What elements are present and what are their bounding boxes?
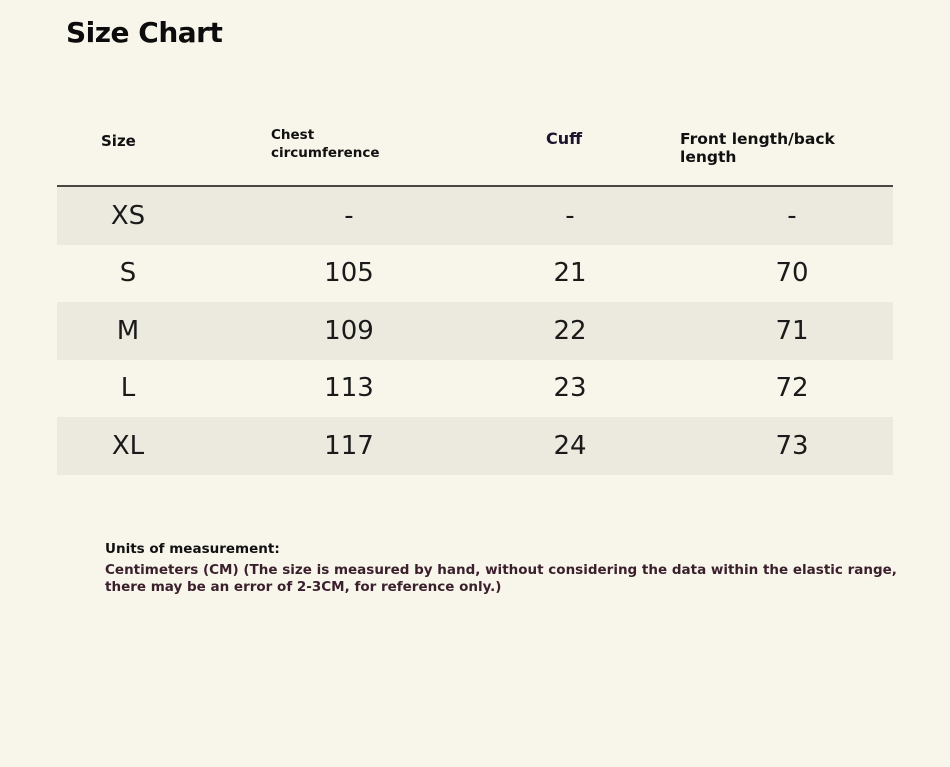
cell-chest: 109 <box>324 315 374 346</box>
cell-front-back-length: 71 <box>775 315 809 346</box>
table-row: XS - - - <box>57 187 893 245</box>
cell-cuff: - <box>565 200 575 231</box>
size-table: Size Chest circumference Cuff Front leng… <box>57 112 893 475</box>
cell-chest: 113 <box>324 373 374 404</box>
cell-size: S <box>119 258 137 289</box>
page-title: Size Chart <box>66 16 223 49</box>
cell-front-back-length: 73 <box>775 430 809 461</box>
cell-size: XS <box>110 200 146 231</box>
notes-text: Centimeters (CM) (The size is measured b… <box>105 562 897 595</box>
header-size: Size <box>101 132 136 150</box>
notes-label: Units of measurement: <box>105 541 280 557</box>
cell-cuff: 21 <box>553 258 587 289</box>
cell-chest: 117 <box>324 430 374 461</box>
cell-chest: 105 <box>324 258 374 289</box>
cell-size: M <box>116 315 140 346</box>
cell-front-back-length: 72 <box>775 373 809 404</box>
measurement-notes: Units of measurement: Centimeters (CM) (… <box>105 541 905 596</box>
table-row: M 109 22 71 <box>57 302 893 360</box>
cell-cuff: 24 <box>553 430 587 461</box>
cell-chest: - <box>344 200 354 231</box>
table-row: S 105 21 70 <box>57 245 893 303</box>
cell-size: XL <box>111 430 145 461</box>
table-header: Size Chest circumference Cuff Front leng… <box>57 112 893 187</box>
cell-cuff: 22 <box>553 315 587 346</box>
header-chest: Chest circumference <box>271 127 380 161</box>
cell-front-back-length: 70 <box>775 258 809 289</box>
cell-front-back-length: - <box>787 200 797 231</box>
header-front-back-length: Front length/back length <box>680 130 835 166</box>
cell-size: L <box>120 373 136 404</box>
table-row: L 113 23 72 <box>57 360 893 418</box>
table-row: XL 117 24 73 <box>57 417 893 475</box>
header-cuff: Cuff <box>546 129 583 148</box>
cell-cuff: 23 <box>553 373 587 404</box>
